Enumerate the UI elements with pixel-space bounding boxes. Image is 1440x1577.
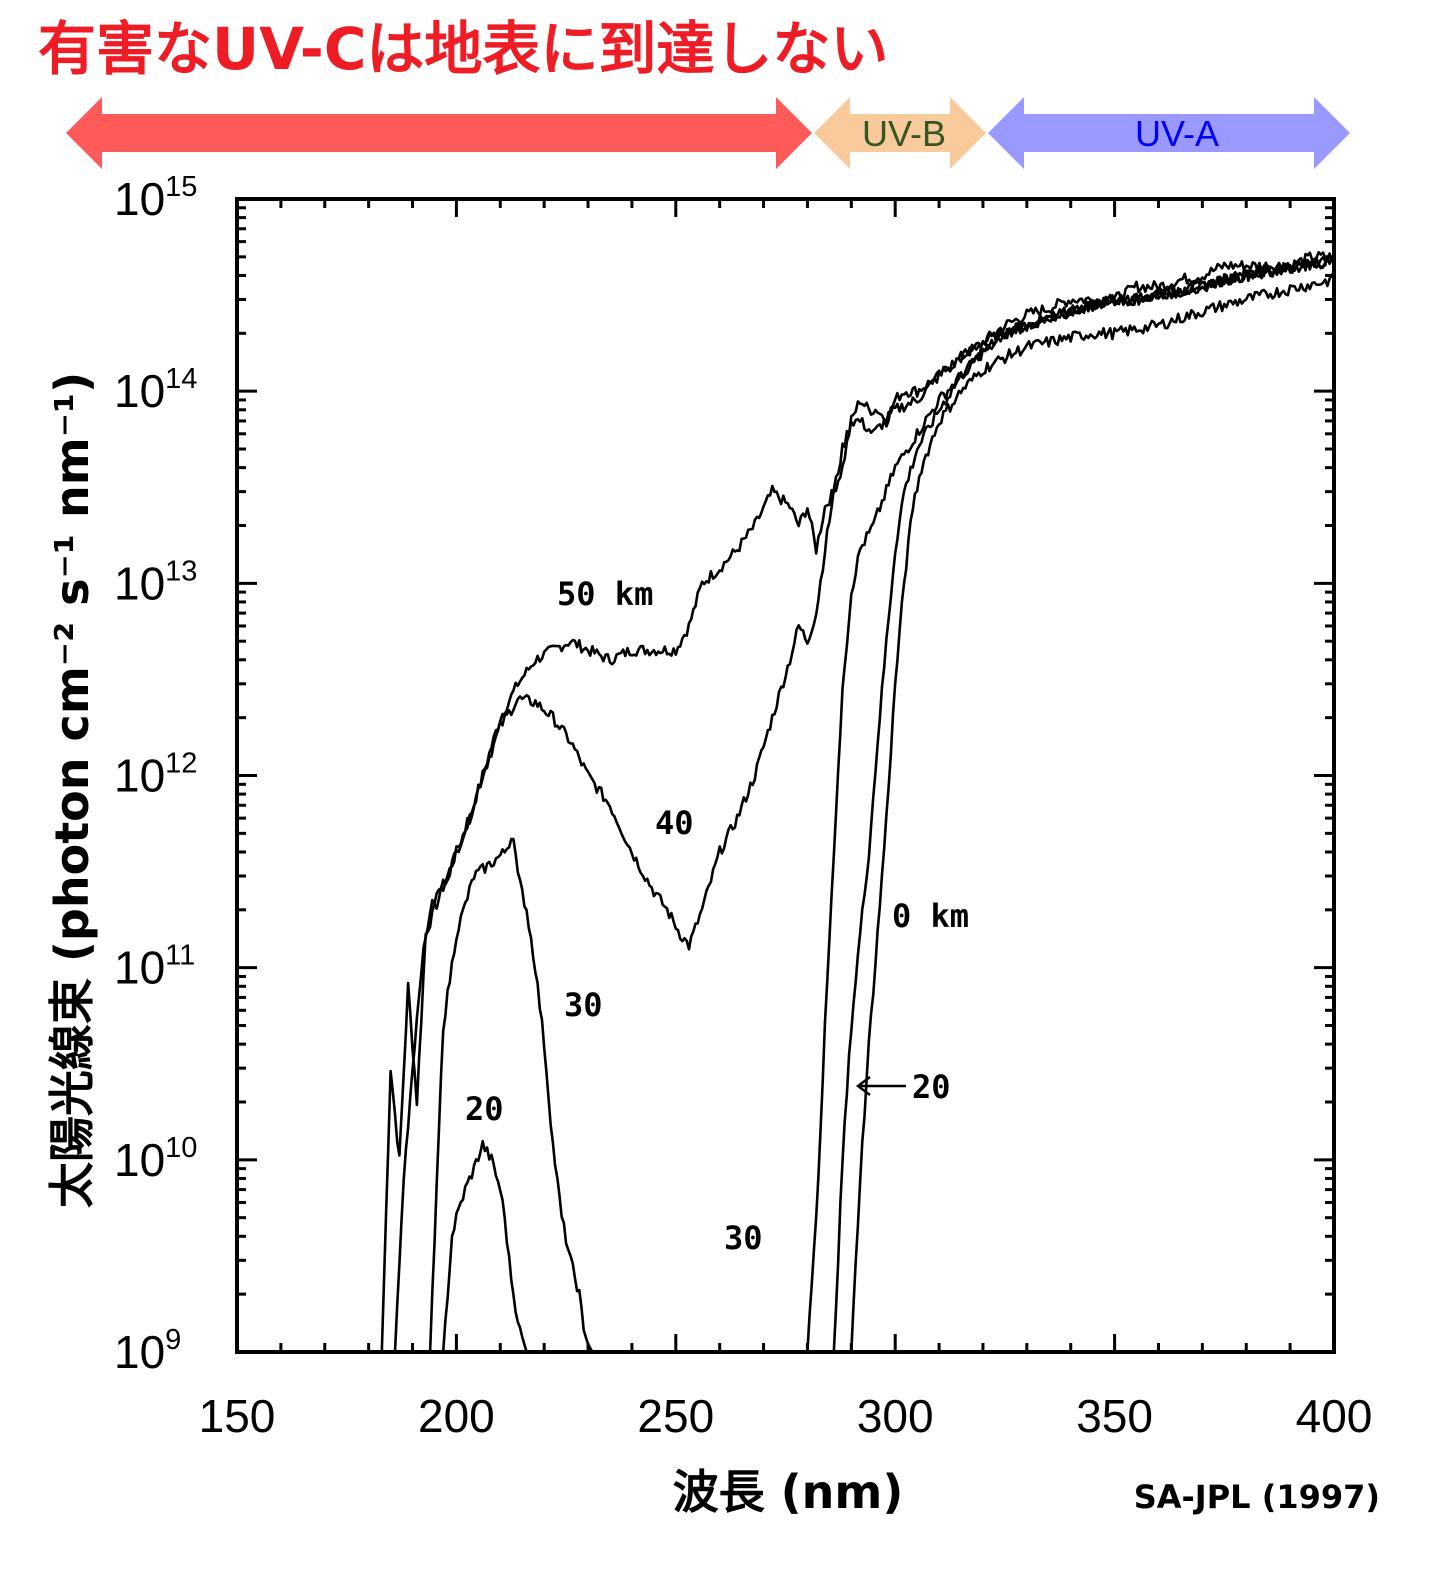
band-arrow-uv-c [66,97,812,169]
pointer-arrow [855,1076,906,1096]
curve-label-30km-short: 30 [564,986,603,1024]
x-tick-label: 250 [637,1390,714,1442]
band-arrow-uv-b [814,97,986,169]
y-tick-label: 1010 [114,1132,197,1186]
x-axis-title: 波長 (nm) [673,1465,904,1519]
y-tick-label: 1012 [114,748,197,802]
series-lines [380,250,1336,1353]
x-tick-label: 150 [199,1390,276,1442]
curve-label-20km-long: 20 [912,1068,951,1106]
x-tick-label: 350 [1076,1390,1153,1442]
axis-ticks [235,197,1336,1354]
series-line [806,255,1336,1353]
band-label-uv-b: UV-B [862,113,946,154]
band-arrow-uv-a [988,97,1350,169]
series-line [832,255,1335,1353]
y-tick-label: 1013 [114,555,197,609]
headline: 有害なUV-Cは地表に到達しない [38,15,889,83]
y-axis-title: 太陽光線束 (photon cm⁻² s⁻¹ nm⁻¹) [45,372,99,1208]
curve-label-20km-short: 20 [465,1090,504,1128]
series-line [850,273,1336,1353]
plot-frame [235,197,1336,1354]
curve-label-50km: 50 km [557,575,653,613]
x-tick-label: 200 [418,1390,495,1442]
curve-label-30km-long: 30 [724,1219,763,1257]
curve-label-0km: 0 km [892,897,969,935]
band-label-uv-a: UV-A [1135,113,1219,154]
series-line [380,250,1336,1353]
y-tick-label: 109 [114,1324,181,1378]
y-tick-label: 1015 [114,171,197,225]
uv-band-arrows: UV-B UV-A [66,97,1350,169]
series-line [441,1139,528,1353]
axis-labels: 150 200 250 300 350 400 109 1010 1011 1012 1013 101… [114,171,1372,1442]
source-note: SA-JPL (1997) [1134,1478,1380,1516]
x-tick-label: 400 [1296,1390,1373,1442]
y-tick-label: 1011 [114,940,195,994]
y-tick-label: 1014 [114,363,197,417]
series-line [428,837,594,1353]
x-tick-label: 300 [857,1390,934,1442]
curve-label-40km: 40 [655,804,694,842]
series-line [393,256,1335,1353]
